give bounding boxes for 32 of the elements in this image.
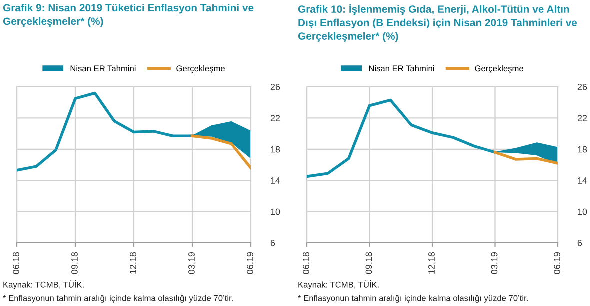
text: * Enflasyonun tahmin aralığı içinde kalma olasılığı yüzde 70’tir. [298,295,528,303]
y-tick-label: 18 [578,146,588,153]
x-tick-label: 06.18 [303,252,310,274]
x-tick-label: 06.19 [247,252,254,274]
chart-title: Grafik 10: İşlenmemiş Gıda, Enerji, Alkol-Tütün ve Altın Dışı Enflasyon (B Endeksi) için Nisan 2019 Tahminleri ve Gerçekleşmeler* (%) [298,4,578,42]
y-tick-label: 14 [271,178,280,184]
y-tick-label: 14 [578,178,588,184]
legend-label: Nisan ER Tahmini [70,65,136,72]
y-tick-label: 22 [578,115,588,122]
y-tick-label: 6 [270,240,276,246]
text: Kaynak: TCMB, TÜİK. [4,280,84,290]
chart-title: Grafik 9: Nisan 2019 Tüketici Enflasyon Tahmini ve Gerçekleşmeler* (%) [3,4,254,28]
x-tick-label: 12.18 [428,252,435,274]
text: * Enflasyonun tahmin aralığı içinde kalma olasılığı yüzde 70’tir. [3,295,233,303]
y-tick-label: 26 [578,84,588,90]
x-tick-label: 09.18 [72,252,78,274]
y-tick-label: 22 [270,115,280,122]
legend-label: Gerçekleşme [475,65,524,74]
x-tick-label: 03.19 [491,252,498,274]
y-tick-label: 10 [578,208,588,216]
x-tick-label: 06.18 [13,252,20,274]
x-tick-label: 03.19 [188,252,195,274]
text: Kaynak: TCMB, TÜİK. [298,280,379,290]
x-tick-label: 09.18 [366,252,372,274]
y-tick-label: 26 [270,84,280,90]
y-tick-label: 10 [271,208,280,216]
y-tick-label: 6 [578,240,582,246]
x-tick-label: 06.19 [554,252,560,274]
legend-label: Gerçekleşme [176,65,225,74]
y-tick-label: 18 [271,146,280,153]
legend-label: Nisan ER Tahmini [369,65,434,72]
x-tick-label: 12.18 [130,252,136,274]
